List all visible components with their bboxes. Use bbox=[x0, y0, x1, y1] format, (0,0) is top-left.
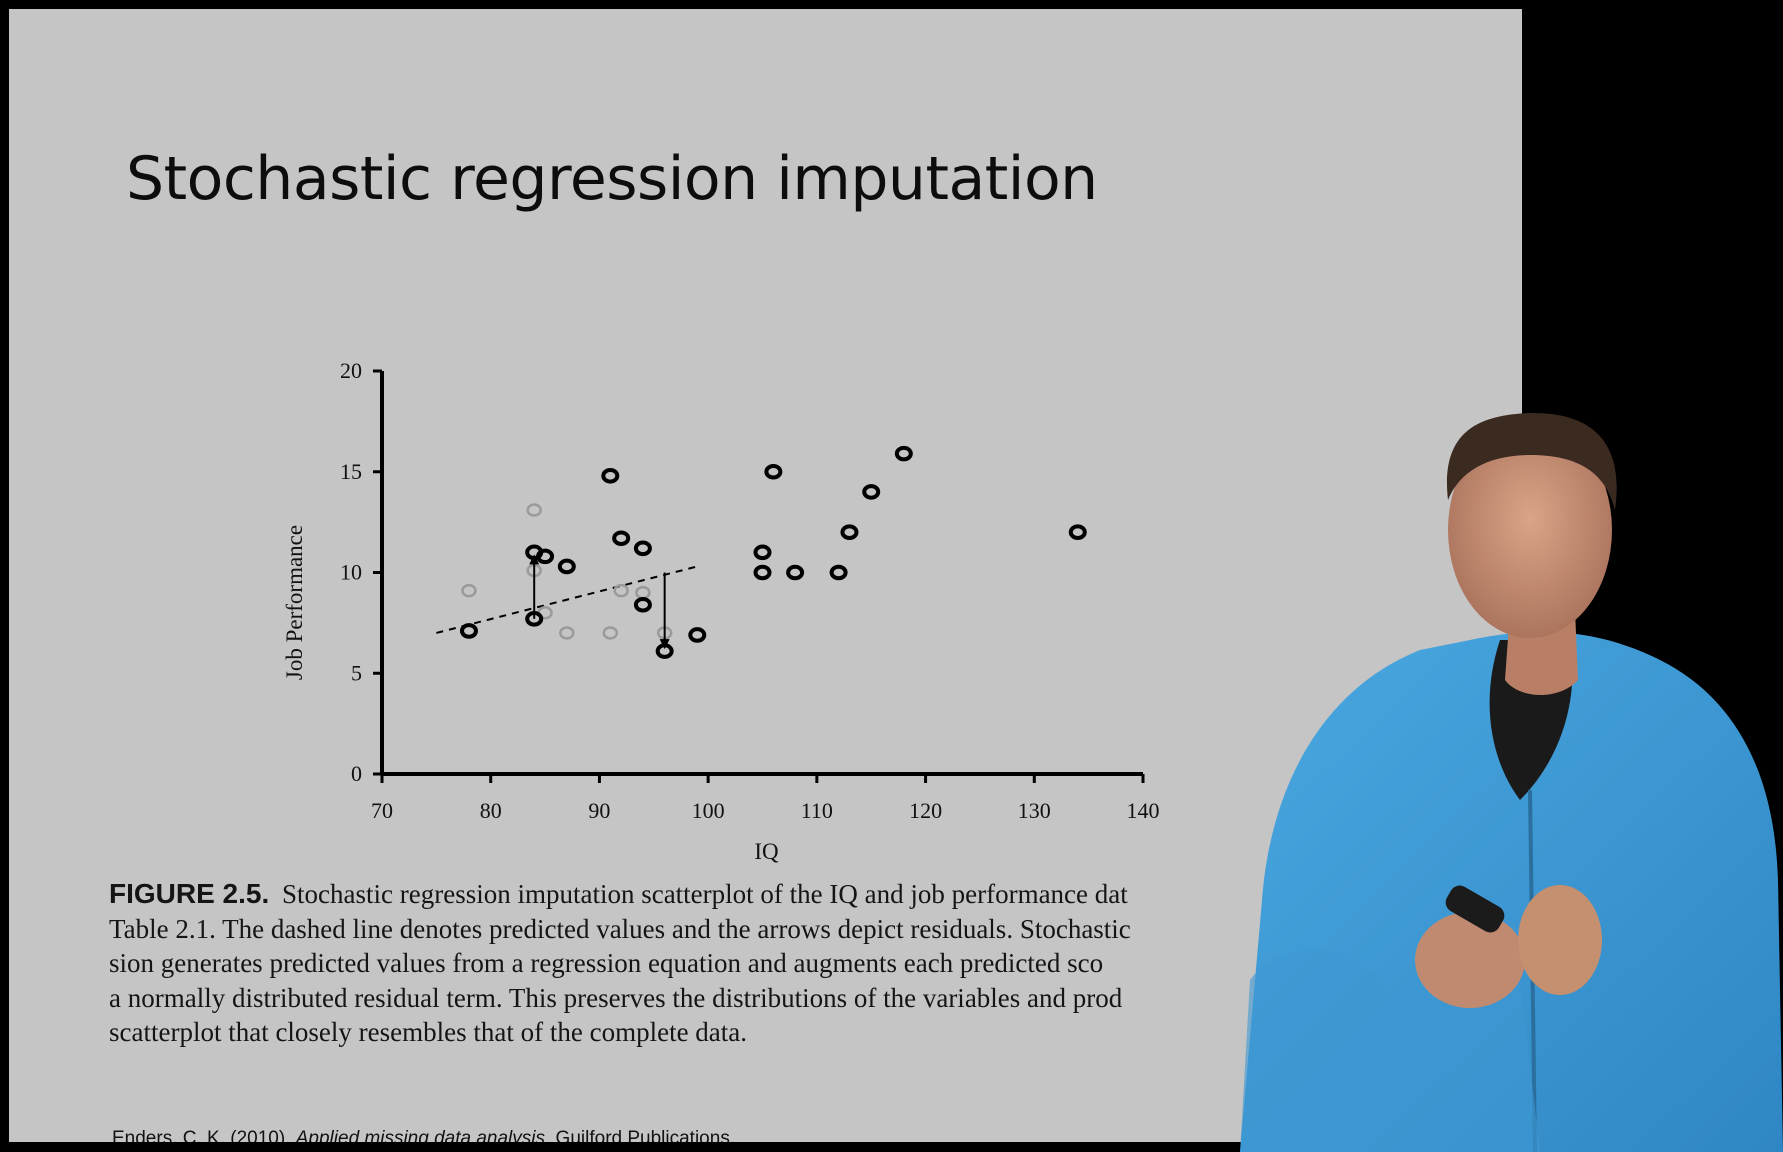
data-point bbox=[764, 463, 783, 480]
data-point bbox=[557, 558, 576, 575]
data-point bbox=[525, 611, 544, 627]
x-axis-title: IQ bbox=[754, 839, 779, 864]
imputed-point bbox=[461, 583, 477, 598]
y-tick-label: 15 bbox=[340, 459, 362, 484]
data-point bbox=[829, 564, 848, 581]
data-point bbox=[753, 544, 772, 561]
caption-line: scatterplot that closely resembles that … bbox=[109, 1017, 748, 1047]
citation-author: Enders, C. K. (2010). bbox=[112, 1128, 296, 1142]
y-tick-label: 10 bbox=[340, 560, 362, 585]
figure-caption: FIGURE 2.5. Stochastic regression imputa… bbox=[109, 877, 1459, 1050]
x-tick-label: 80 bbox=[480, 798, 502, 823]
imputed-point bbox=[613, 583, 629, 598]
x-tick-label: 90 bbox=[588, 798, 610, 823]
y-axis-title: Job Performance bbox=[282, 525, 307, 680]
imputed-point bbox=[559, 626, 575, 640]
data-point bbox=[655, 643, 674, 659]
imputed-point bbox=[526, 503, 542, 517]
slide-title: Stochastic regression imputation bbox=[126, 144, 1098, 214]
citation: Enders, C. K. (2010). Applied missing da… bbox=[112, 1128, 735, 1142]
chart-axes: 70 80 90 100 110 120 130 140 0 5 10 15 20 IQ Job Perfo… bbox=[282, 358, 1160, 864]
y-tick-label: 0 bbox=[351, 761, 362, 786]
citation-publisher: . Guilford Publications. bbox=[545, 1128, 736, 1142]
citation-title: Applied missing data analysis bbox=[295, 1128, 545, 1142]
data-point bbox=[601, 467, 620, 484]
y-tick-label: 5 bbox=[351, 660, 362, 685]
x-tick-label: 100 bbox=[692, 798, 725, 823]
caption-line: a normally distributed residual term. Th… bbox=[109, 982, 1123, 1013]
presenter-figure bbox=[1240, 412, 1783, 1152]
data-point bbox=[612, 530, 631, 547]
data-point bbox=[786, 564, 805, 581]
x-tick-label: 130 bbox=[1018, 798, 1051, 823]
data-point bbox=[840, 524, 859, 541]
chart-marks bbox=[436, 445, 1087, 659]
slide: Stochastic regression imputation 70 80 90 1… bbox=[9, 9, 1522, 1142]
x-tick-label: 140 bbox=[1127, 798, 1160, 823]
data-point bbox=[633, 596, 652, 613]
caption-line: Table 2.1. The dashed line denotes predi… bbox=[109, 913, 1131, 944]
caption-text: Stochastic regression imputation scatter… bbox=[282, 879, 1128, 909]
caption-line: sion generates predicted values from a r… bbox=[109, 948, 1104, 978]
scatter-chart: 70 80 90 100 110 120 130 140 0 5 10 15 20 IQ Job Perfo… bbox=[282, 358, 1160, 864]
data-point bbox=[688, 627, 707, 643]
data-point bbox=[894, 445, 913, 462]
caption-line: FIGURE 2.5. Stochastic regression imputa… bbox=[109, 877, 1459, 912]
y-tick-label: 20 bbox=[340, 358, 362, 383]
data-point bbox=[633, 540, 652, 557]
data-point bbox=[459, 623, 478, 639]
figure-label: FIGURE 2.5. bbox=[109, 878, 270, 909]
data-point bbox=[1068, 524, 1087, 541]
x-tick-label: 110 bbox=[801, 798, 833, 823]
data-point bbox=[753, 564, 772, 581]
data-point bbox=[536, 548, 555, 565]
data-point bbox=[862, 484, 881, 500]
imputed-point bbox=[602, 626, 619, 640]
x-tick-label: 70 bbox=[371, 798, 393, 823]
x-tick-label: 120 bbox=[909, 798, 942, 823]
regression-line bbox=[436, 565, 698, 634]
